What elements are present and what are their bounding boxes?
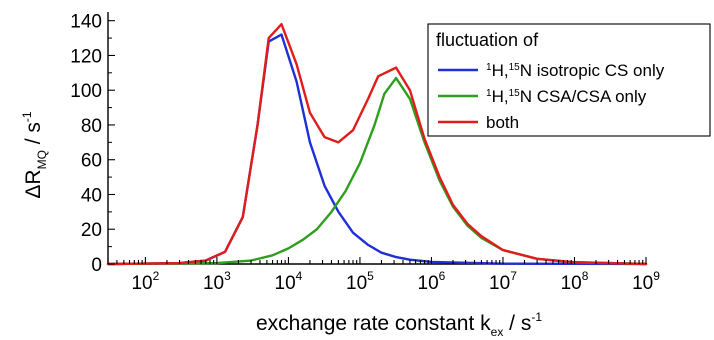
x-axis-label-suffix: / s bbox=[503, 312, 531, 335]
legend: fluctuation of 1H,15N isotropic CS only 1H… bbox=[427, 23, 711, 137]
legend-box bbox=[427, 23, 711, 137]
series-line-3 bbox=[106, 22, 648, 266]
y-tick-label: 100 bbox=[70, 81, 102, 102]
x-tick-label: 108 bbox=[561, 269, 589, 294]
y-tick-label: 60 bbox=[81, 151, 102, 172]
y-axis-ticks: 0 20 40 60 80 100 120 140 bbox=[70, 12, 115, 276]
x-tick-label: 102 bbox=[131, 269, 159, 294]
y-axis-label-suffix: / s bbox=[22, 122, 45, 150]
legend-label-2: 1H,15N CSA/CSA only bbox=[486, 87, 647, 106]
y-tick-label: 20 bbox=[81, 220, 102, 241]
x-axis-label-sup: -1 bbox=[531, 310, 542, 324]
legend-label-3: both bbox=[486, 113, 519, 132]
x-tick-label: 109 bbox=[632, 269, 660, 294]
y-tick-label: 140 bbox=[70, 12, 102, 33]
y-axis-label-main: ΔR bbox=[22, 169, 45, 198]
y-axis-label-sup: -1 bbox=[20, 111, 34, 122]
y-tick-label: 40 bbox=[81, 185, 102, 206]
y-tick-label: 80 bbox=[81, 116, 102, 137]
x-tick-label: 106 bbox=[418, 269, 446, 294]
x-axis-label-main: exchange rate constant k bbox=[256, 312, 491, 335]
x-axis-ticks: 102 103 104 105 106 107 108 109 bbox=[107, 257, 660, 294]
y-axis-label: ΔRMQ / s-1 bbox=[20, 111, 49, 199]
y-tick-label: 120 bbox=[70, 46, 102, 67]
y-axis-label-sub: MQ bbox=[35, 150, 49, 169]
y-tick-label: 0 bbox=[91, 255, 102, 276]
legend-title: fluctuation of bbox=[436, 30, 539, 50]
x-tick-label: 105 bbox=[346, 269, 374, 294]
x-axis-label: exchange rate constant kex / s-1 bbox=[256, 310, 542, 339]
x-tick-label: 107 bbox=[489, 269, 517, 294]
series-layer bbox=[106, 22, 648, 266]
x-tick-label: 103 bbox=[203, 269, 231, 294]
legend-label-1: 1H,15N isotropic CS only bbox=[486, 61, 665, 80]
x-axis-label-sub: ex bbox=[491, 325, 504, 339]
x-tick-label: 104 bbox=[275, 269, 303, 294]
